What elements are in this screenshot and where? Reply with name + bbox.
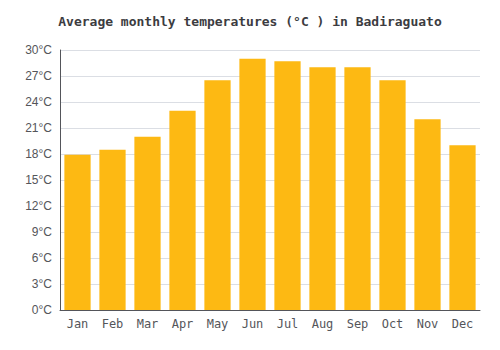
svg-text:Nov: Nov [417, 317, 439, 331]
svg-text:Dec: Dec [452, 317, 474, 331]
svg-text:May: May [207, 317, 229, 331]
svg-text:6°C: 6°C [32, 251, 52, 265]
svg-text:Oct: Oct [382, 317, 404, 331]
svg-text:Jul: Jul [277, 317, 299, 331]
svg-text:9°C: 9°C [32, 225, 52, 239]
svg-text:Feb: Feb [102, 317, 124, 331]
svg-text:21°C: 21°C [25, 121, 52, 135]
svg-text:27°C: 27°C [25, 69, 52, 83]
svg-text:0°C: 0°C [32, 303, 52, 317]
svg-text:30°C: 30°C [25, 43, 52, 57]
svg-text:15°C: 15°C [25, 173, 52, 187]
svg-text:3°C: 3°C [32, 277, 52, 291]
svg-text:24°C: 24°C [25, 95, 52, 109]
svg-text:18°C: 18°C [25, 147, 52, 161]
svg-text:12°C: 12°C [25, 199, 52, 213]
svg-text:Apr: Apr [172, 317, 194, 331]
svg-text:Jan: Jan [67, 317, 89, 331]
svg-text:Average monthly temperatures (: Average monthly temperatures (°C ) in Ba… [58, 14, 442, 29]
svg-text:Jun: Jun [242, 317, 264, 331]
svg-text:Sep: Sep [347, 317, 369, 331]
svg-text:Mar: Mar [137, 317, 159, 331]
svg-text:Aug: Aug [312, 317, 334, 331]
